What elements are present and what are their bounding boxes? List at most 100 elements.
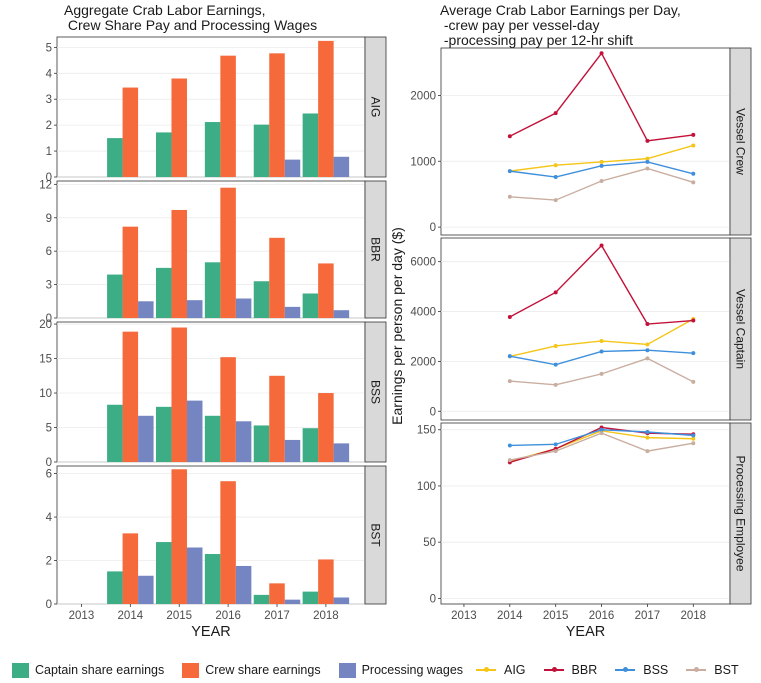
- bar-y-tick-label: 4: [46, 512, 53, 524]
- legend-label-processing: Processing wages: [361, 663, 464, 677]
- bar-bss-2015-processing: [186, 400, 203, 462]
- bar-bst-2017-processing: [284, 599, 301, 604]
- bar-bbr-2016-processing: [235, 298, 252, 318]
- bar-y-tick-label: 1: [46, 146, 52, 158]
- bar-bbr-2015-processing: [186, 300, 203, 318]
- bar-facet-strip-bss: [364, 321, 387, 463]
- bar-bss-2016-captain: [204, 415, 221, 462]
- bar-facet-label-bbr: BBR: [369, 237, 383, 262]
- legend-label-bbr: BBR: [571, 663, 598, 677]
- line-y-tick-label: 50: [423, 537, 436, 549]
- line-facet-label-vessel-captain: Vessel Captain: [734, 289, 748, 369]
- left-chart-title: Aggregate Crab Labor Earnings, Crew Shar…: [64, 2, 318, 33]
- bar-aig-2017-captain: [253, 124, 270, 177]
- bar-bss-2014-crew: [122, 331, 139, 462]
- bar-bst-2016-captain: [204, 554, 221, 604]
- bar-x-tick-label: 2018: [313, 610, 339, 622]
- line-x-tick-label: 2017: [635, 610, 661, 622]
- line-point-vessel-captain-bbr: [599, 243, 604, 248]
- line-y-tick-label: 100: [417, 481, 436, 493]
- line-point-vessel-crew-bbr: [691, 132, 696, 137]
- line-point-vessel-crew-bss: [691, 171, 696, 176]
- line-point-processing-employee-bss: [645, 429, 650, 434]
- line-point-vessel-captain-bst: [599, 371, 604, 376]
- line-point-vessel-crew-bst: [691, 180, 696, 185]
- bar-aig-2017-crew: [269, 53, 285, 178]
- bar-y-tick-label: 15: [39, 354, 52, 366]
- line-facet-label-processing-employee: Processing Employee: [734, 455, 748, 571]
- line-point-vessel-captain-bss: [507, 354, 512, 359]
- line-point-vessel-crew-bst: [507, 194, 512, 199]
- bar-y-tick-label: 5: [46, 42, 52, 54]
- line-point-vessel-captain-bss: [691, 351, 696, 356]
- bar-bbr-2014-captain: [107, 274, 123, 318]
- bar-y-tick-label: 0: [46, 313, 52, 325]
- bar-bbr-2018-captain: [302, 293, 319, 318]
- line-point-vessel-captain-bss: [645, 348, 650, 353]
- bar-bss-2014-captain: [107, 404, 123, 462]
- bar-x-tick-label: 2014: [118, 610, 144, 622]
- bar-y-tick-label: 6: [46, 469, 52, 481]
- line-x-tick-label: 2018: [681, 610, 707, 622]
- line-point-vessel-crew-bss: [645, 159, 650, 164]
- line-point-vessel-crew-bst: [645, 166, 650, 171]
- bar-bst-2014-captain: [107, 571, 123, 604]
- line-point-vessel-crew-aig: [691, 143, 696, 148]
- bar-bss-2014-processing: [138, 415, 154, 462]
- line-point-vessel-captain-bbr: [691, 318, 696, 323]
- line-point-processing-employee-bst: [553, 449, 558, 454]
- bar-bbr-2018-crew: [318, 263, 334, 318]
- line-facet-strip-processing-employee: [729, 422, 752, 605]
- line-point-processing-employee-aig: [645, 435, 650, 440]
- bar-bss-2017-captain: [253, 425, 270, 462]
- bar-y-tick-label: 9: [46, 213, 52, 225]
- line-point-vessel-crew-bbr: [507, 134, 512, 139]
- bar-y-tick-label: 2: [46, 556, 52, 568]
- legend-label-crew: Crew share earnings: [205, 663, 321, 677]
- line-point-vessel-captain-aig: [645, 342, 650, 347]
- bar-y-tick-label: 4: [46, 68, 53, 80]
- line-point-vessel-captain-aig: [553, 343, 558, 348]
- line-panel-vessel-crew: [440, 47, 731, 236]
- bar-bbr-2014-processing: [138, 301, 154, 318]
- line-y-tick-label: 6000: [410, 257, 436, 269]
- line-x-tick-label: 2016: [589, 610, 615, 622]
- bar-facet-label-bss: BSS: [369, 380, 383, 404]
- bar-bst-2018-captain: [302, 591, 319, 604]
- line-point-processing-employee-bst: [691, 441, 696, 446]
- line-point-vessel-crew-bst: [553, 198, 558, 203]
- bar-bst-2017-crew: [269, 583, 285, 604]
- line-x-tick-label: 2013: [451, 610, 477, 622]
- bar-bst-2015-processing: [186, 547, 203, 604]
- bar-aig-2014-crew: [122, 87, 139, 177]
- bar-bss-2016-crew: [220, 357, 236, 462]
- line-facet-strip-vessel-crew: [729, 47, 752, 236]
- bar-bbr-2017-processing: [284, 306, 301, 318]
- bar-aig-2015-crew: [171, 78, 187, 177]
- bar-aig-2018-crew: [318, 40, 334, 178]
- bar-aig-2016-crew: [220, 55, 236, 177]
- bar-bss-2017-processing: [284, 439, 301, 462]
- line-y-axis-title: Earnings per person per day ($): [389, 227, 405, 425]
- bar-bst-2016-processing: [235, 565, 252, 604]
- line-point-vessel-captain-bbr: [507, 315, 512, 320]
- bar-bbr-2017-captain: [253, 281, 270, 318]
- bar-aig-2014-captain: [107, 138, 123, 177]
- bar-bss-2015-captain: [155, 406, 172, 462]
- bar-aig-2016-captain: [204, 122, 221, 177]
- line-panel-vessel-captain: [440, 237, 731, 421]
- legend-item-crew: Crew share earnings: [182, 662, 321, 678]
- line-y-tick-label: 2000: [410, 90, 436, 102]
- bar-x-axis-title: YEAR: [191, 624, 231, 640]
- bar-bss-2015-crew: [171, 327, 187, 462]
- bar-bst-2018-crew: [318, 559, 334, 604]
- bar-y-tick-label: 0: [46, 172, 52, 184]
- line-x-tick-label: 2014: [497, 610, 523, 622]
- line-point-processing-employee-bst: [507, 458, 512, 463]
- bar-y-tick-label: 3: [46, 94, 52, 106]
- bar-y-tick-label: 0: [46, 599, 52, 611]
- line-point-vessel-captain-bss: [553, 362, 558, 367]
- legend-item-bbr: BBR: [543, 663, 598, 677]
- line-point-vessel-crew-aig: [645, 156, 650, 161]
- line-y-tick-label: 150: [417, 425, 436, 437]
